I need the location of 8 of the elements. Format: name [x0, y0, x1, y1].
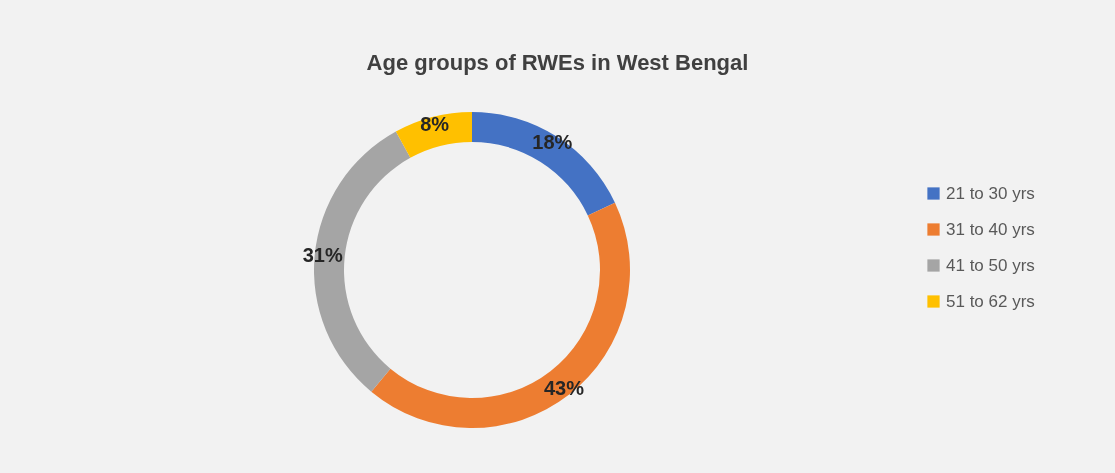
legend-label: 51 to 62 yrs [946, 291, 1035, 311]
donut-slice [371, 202, 630, 428]
data-label: 8% [420, 112, 450, 135]
legend-label: 41 to 50 yrs [946, 255, 1035, 275]
chart-title: Age groups of RWEs in West Bengal [366, 50, 749, 75]
legend-label: 21 to 30 yrs [946, 183, 1035, 203]
legend-label: 31 to 40 yrs [946, 219, 1035, 239]
donut-slice [472, 112, 615, 216]
